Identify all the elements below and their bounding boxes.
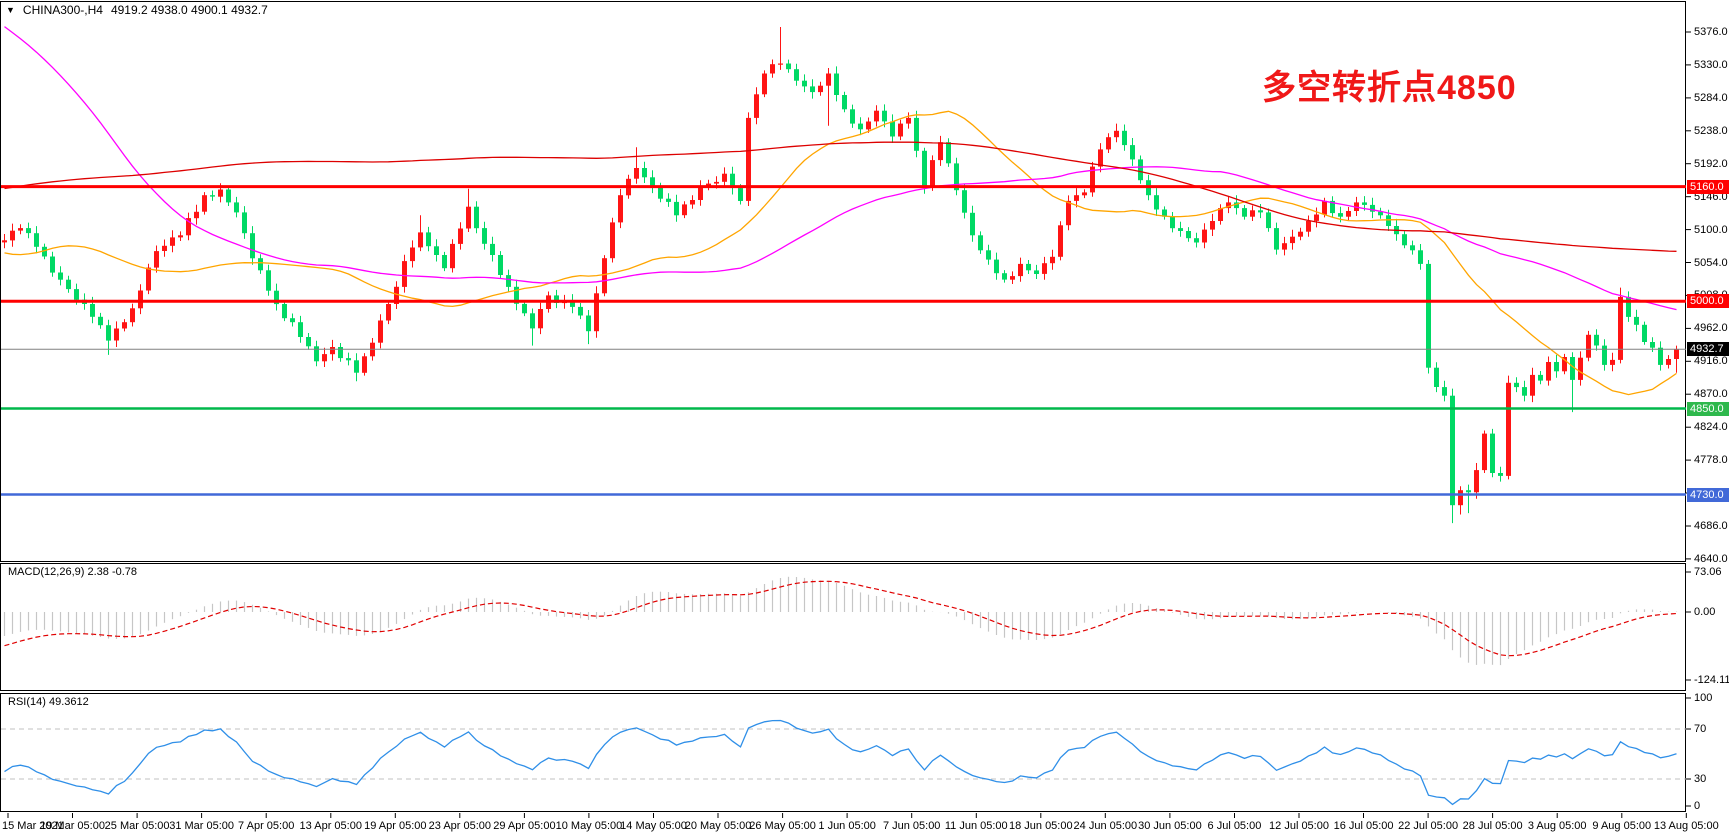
price-scale-tick: 4824.0 — [1694, 421, 1728, 434]
time-axis-label: 7 Apr 05:00 — [238, 820, 295, 832]
price-scale-tick: 5330.0 — [1694, 58, 1728, 71]
rsi-scale-tick: 0 — [1694, 800, 1701, 812]
macd-scale-tick: -124.11 — [1694, 674, 1729, 686]
ma-slow-line — [4, 141, 1677, 252]
price-badge: 4730.0 — [1687, 487, 1729, 502]
price-scale-tick: 5146.0 — [1694, 190, 1728, 203]
price-scale-tick: 4870.0 — [1694, 388, 1728, 401]
rsi-values: 49.3612 — [48, 696, 89, 708]
price-scale-tick: 5284.0 — [1694, 91, 1728, 104]
time-axis-label: 25 Mar 05:00 — [104, 820, 170, 832]
price-scale-tick: 4916.0 — [1694, 355, 1728, 368]
time-axis-label: 14 May 05:00 — [620, 820, 687, 832]
time-axis-label: 1 Jun 05:00 — [818, 820, 876, 832]
price-scale-tick: 4640.0 — [1694, 552, 1728, 565]
horizontal-lines — [1, 185, 1686, 496]
time-axis-label: 26 May 05:00 — [749, 820, 816, 832]
rsi-line — [4, 719, 1677, 806]
price-scale-tick: 5238.0 — [1694, 124, 1728, 137]
time-axis-label: 19 Mar 05:00 — [40, 820, 105, 832]
price-badge: 5000.0 — [1687, 294, 1729, 309]
price-scale-tick: 5054.0 — [1694, 256, 1728, 269]
macd-scale-tick: 0.00 — [1694, 606, 1716, 618]
ma-fast-line — [4, 110, 1677, 396]
ohlc-values: 4919.2 4938.0 4900.1 4932.7 — [110, 3, 268, 17]
macd-panel-label: MACD(12,26,9) 2.38 -0.78 — [8, 566, 137, 578]
price-badge: 4932.7 — [1687, 342, 1729, 357]
chart-title: ▼ CHINA300-,H4 4919.2 4938.0 4900.1 4932… — [6, 3, 268, 17]
annotation-text: 多空转折点4850 — [1262, 69, 1517, 107]
price-scale-tick: 4778.0 — [1694, 454, 1728, 467]
time-axis-label: 19 Apr 05:00 — [364, 820, 427, 832]
time-axis-label: 3 Aug 05:00 — [1527, 820, 1587, 832]
time-axis-label: 16 Jul 05:00 — [1333, 820, 1394, 832]
price-scale-tick: 5100.0 — [1694, 223, 1728, 236]
rsi-scale-tick: 30 — [1694, 773, 1707, 785]
time-axis-label: 28 Jul 05:00 — [1462, 820, 1523, 832]
time-axis-label: 11 Jun 05:00 — [944, 820, 1008, 832]
time-axis-label: 24 Jun 05:00 — [1073, 820, 1138, 832]
time-axis-label: 13 Apr 05:00 — [299, 820, 362, 832]
time-axis-label: 20 May 05:00 — [684, 820, 752, 832]
rsi-label: RSI(14) — [8, 696, 46, 708]
price-scale-tick: 4962.0 — [1694, 322, 1728, 335]
price-scale-tick: 5192.0 — [1694, 157, 1728, 170]
macd-histogram — [3, 576, 1678, 666]
time-axis-label: 30 Jun 05:00 — [1138, 820, 1202, 832]
time-axis-label: 9 Aug 05:00 — [1592, 820, 1652, 832]
time-axis-label: 15 Mar 2021 — [2, 820, 64, 832]
ma-medium-line — [4, 26, 1677, 311]
time-axis-label: 13 Aug 05:00 — [1653, 820, 1719, 832]
macd-values: 2.38 -0.78 — [87, 566, 138, 578]
time-axis-label: 29 Apr 05:00 — [493, 820, 556, 832]
time-axis-label: 22 Jul 05:00 — [1398, 820, 1459, 832]
time-axis-label: 23 Apr 05:00 — [428, 820, 492, 832]
time-axis-label: 6 Jul 05:00 — [1207, 820, 1262, 832]
symbol-period-label: CHINA300-,H4 — [22, 3, 103, 17]
time-axis-label: 10 May 05:00 — [555, 820, 623, 832]
time-axis-label: 7 Jun 05:00 — [882, 820, 941, 832]
time-axis-label: 12 Jul 05:00 — [1269, 820, 1329, 832]
macd-label: MACD(12,26,9) — [8, 566, 85, 578]
macd-signal-line — [4, 580, 1677, 657]
rsi-scale-tick: 70 — [1694, 723, 1707, 735]
time-axis-label: 31 Mar 05:00 — [169, 820, 235, 832]
candles — [2, 27, 1679, 524]
axis-ticks — [7, 31, 1691, 818]
macd-scale-tick: 73.06 — [1694, 566, 1722, 578]
rsi-scale-tick: 100 — [1694, 692, 1713, 704]
price-badge: 5160.0 — [1687, 179, 1729, 194]
moving-averages — [4, 26, 1677, 396]
rsi-panel-label: RSI(14) 49.3612 — [8, 696, 89, 708]
time-axis-label: 18 Jun 05:00 — [1008, 820, 1073, 832]
price-scale-tick: 4686.0 — [1694, 520, 1728, 532]
symbol-dropdown-icon[interactable]: ▼ — [6, 5, 15, 15]
price-badge: 4850.0 — [1687, 401, 1729, 416]
price-scale-tick: 5376.0 — [1694, 26, 1728, 38]
